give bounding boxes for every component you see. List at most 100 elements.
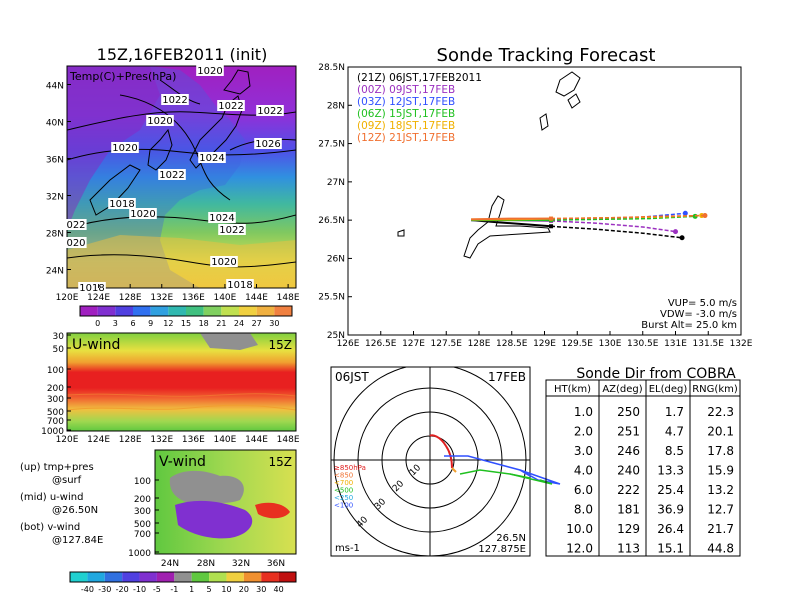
lon-tick-label: 127E: [402, 339, 425, 349]
track-descent-line: [550, 225, 683, 239]
table-cell: 17.8: [707, 444, 734, 458]
colorbar-cell: [278, 572, 296, 582]
lon-tick-label: 120E: [56, 435, 79, 445]
colorbar-cell: [97, 306, 116, 316]
lat-tick-label: 26.5N: [318, 216, 345, 226]
level-legend-entry: <500: [334, 487, 353, 495]
isobar-label: 1022: [257, 106, 282, 117]
table-cell: 181: [617, 503, 640, 517]
lon-tick-label: 131.5E: [693, 339, 725, 349]
lon-tick-label: 148E: [277, 435, 300, 445]
lat-tick-label: 28N: [197, 559, 215, 569]
lat-tick-label: 32N: [46, 193, 64, 203]
isobar-label-bg: [254, 138, 282, 149]
table-header: HT(km) AZ(deg) EL(deg) RNG(km): [554, 384, 738, 395]
colorbar-tick-label: 30: [256, 585, 266, 594]
colorbar-cell: [168, 306, 186, 316]
track-legend: (21Z) 06JST,17FEB2011(00Z) 09JST,17FEB(0…: [357, 72, 482, 144]
isobar-label-bg: [129, 208, 157, 219]
table-cell: 246: [617, 444, 640, 458]
burst-point-marker: [549, 216, 554, 221]
table-cell: 2.0: [574, 425, 593, 439]
lon-tick-label: 124E: [87, 293, 110, 303]
colorbar-tick-label: 30: [269, 319, 279, 328]
table-cell: 15.9: [707, 464, 734, 478]
polar-level-legend: ≥850hPa<850<700<500<250<100: [334, 464, 366, 510]
u-wind-frame: [66, 332, 297, 432]
landing-point-marker: [702, 213, 708, 219]
lat-tick-label: 28N: [46, 230, 64, 240]
table-cell: 12.0: [566, 542, 593, 556]
level-legend-entry: <700: [334, 479, 353, 487]
isobar-label-bg: [218, 224, 246, 235]
colorbar-tick-label: -1: [170, 585, 178, 594]
pressure-tick-label: 1000: [41, 427, 64, 437]
lon-tick-label: 128E: [468, 339, 491, 349]
u-wind-time: 15Z: [269, 338, 293, 352]
isobar-label: 1018: [227, 280, 252, 291]
v-wind-lat-ticks: 24N 28N 32N 36N: [161, 559, 285, 569]
table-cell: 12.7: [707, 503, 734, 517]
colorbar-tick-label: 6: [130, 319, 135, 328]
landing-point-marker: [673, 229, 678, 235]
polar-track-overflow-blue: [519, 469, 561, 485]
lon-tick-label: 132E: [150, 435, 173, 445]
lon-tick-label: 129E: [533, 339, 556, 349]
table-body: 1.0 250 1.7 22.3 2.0 251 4.7 20.1 3.0 246 8.5 17.8 4…: [566, 405, 734, 556]
track-param: VUP= 5.0 m/s: [668, 298, 737, 309]
isobar-label: 1020: [130, 209, 155, 220]
v-wind-label: V-wind: [159, 454, 206, 470]
table-cell: 129: [617, 522, 640, 536]
colorbar-tick-label: 24: [234, 319, 244, 328]
table-cell: 44.8: [707, 542, 734, 556]
table-cell: 113: [617, 542, 640, 556]
isobar-label-bg: [196, 65, 224, 76]
isobar-label: 1022: [218, 101, 243, 112]
track-map-frame: [347, 66, 742, 336]
lat-tick-label: 40N: [46, 119, 64, 129]
track-descent-line: [550, 220, 676, 233]
isobar-label: 020: [66, 238, 85, 249]
table-cell: 222: [617, 483, 640, 497]
lon-tick-label: 126E: [337, 339, 360, 349]
table-cell: 13.2: [707, 483, 734, 497]
lon-tick-label: 128E: [119, 293, 142, 303]
lat-tick-label: 27.5N: [318, 140, 345, 150]
table-frame: [545, 379, 741, 557]
v-wind-frame: [154, 449, 297, 555]
colorbar-cell: [139, 572, 157, 582]
track-param: Burst Alt= 25.0 km: [641, 320, 737, 331]
pressure-tick-label: 200: [47, 384, 64, 394]
isobar-label-bg: [146, 115, 174, 126]
colorbar-tick-label: 27: [252, 319, 262, 328]
table-header-cell: RNG(km): [692, 384, 738, 395]
colorbar-cell: [256, 306, 275, 316]
colorbar-tick-label: 9: [148, 319, 153, 328]
left-title: 15Z,16FEB2011 (init): [97, 45, 268, 64]
level-legend-entry: ≥850hPa: [334, 464, 366, 472]
colorbar-tick-label: 10: [221, 585, 231, 594]
direction-table: Sonde Dir from COBRA HT(km) AZ(deg) EL(deg…: [545, 366, 741, 557]
isobar-label: 1020: [197, 66, 222, 77]
lon-tick-label: 136E: [182, 435, 205, 445]
lon-tick-label: 140E: [213, 435, 236, 445]
landing-point-marker: [682, 210, 688, 216]
table-cell: 25.4: [657, 483, 684, 497]
table-cell: 1.0: [574, 405, 593, 419]
polar-location-lon: 127.875E: [478, 544, 526, 555]
isobar-label-bg: [78, 282, 106, 293]
pressure-tick-label: 100: [47, 366, 64, 376]
isobar-label: 1020: [112, 143, 137, 154]
table-cell: 1.7: [665, 405, 684, 419]
table-grid: [546, 380, 740, 556]
polar-location-lat: 26.5N: [496, 533, 526, 544]
colorbar-tick-label: -5: [153, 585, 161, 594]
lon-tick-label: 130E: [599, 339, 622, 349]
colorbar-cell: [221, 306, 239, 316]
isobar-label-bg: [210, 256, 238, 267]
lat-tick-label: 28N: [327, 101, 345, 111]
track-ascent-line: [471, 217, 551, 221]
colorbar-cell: [122, 572, 140, 582]
isobar-label-bg: [217, 100, 245, 111]
